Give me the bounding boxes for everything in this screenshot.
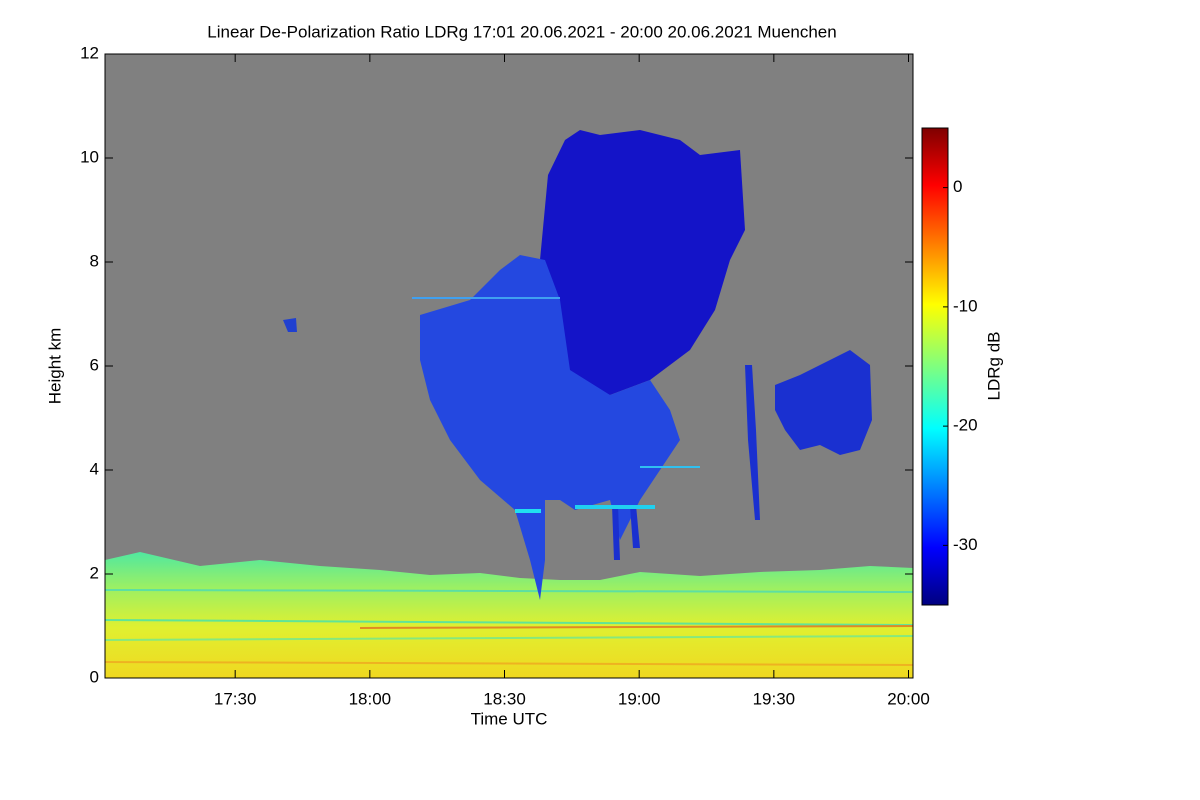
colorbar-tick-label: 0 <box>953 177 962 196</box>
x-tick-label: 19:30 <box>753 689 796 708</box>
x-tick-label: 18:30 <box>483 689 526 708</box>
x-tick-label: 19:00 <box>618 689 661 708</box>
y-axis-label: Height km <box>45 328 64 405</box>
x-tick-label: 17:30 <box>214 689 257 708</box>
chart-title: Linear De-Polarization Ratio LDRg 17:01 … <box>207 22 836 41</box>
colorbar-tick-label: -10 <box>953 296 978 315</box>
colorbar <box>921 127 949 606</box>
x-tick-label: 18:00 <box>349 689 392 708</box>
y-tick-label: 8 <box>90 251 99 270</box>
y-tick-label: 6 <box>90 355 99 374</box>
heatmap-field <box>105 54 913 678</box>
colorbar-tick-label: -20 <box>953 416 978 435</box>
y-tick-label: 2 <box>90 563 99 582</box>
y-tick-label: 4 <box>90 459 99 478</box>
x-tick-label: 20:00 <box>887 689 930 708</box>
y-tick-label: 12 <box>80 43 99 62</box>
colorbar-label: LDRg dB <box>984 332 1003 401</box>
y-tick-label: 10 <box>80 147 99 166</box>
y-tick-label: 0 <box>90 667 99 686</box>
x-axis-label: Time UTC <box>471 709 548 728</box>
colorbar-tick-label: -30 <box>953 535 978 554</box>
